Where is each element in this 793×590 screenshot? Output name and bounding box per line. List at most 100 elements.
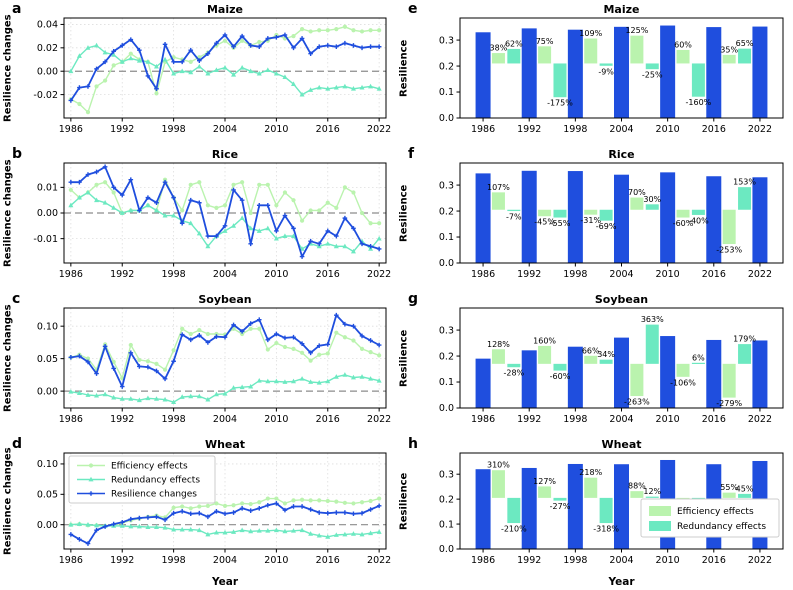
circle-marker	[197, 180, 202, 185]
x-tick-label: 1992	[517, 555, 541, 566]
circle-marker	[214, 205, 219, 210]
plus-marker	[299, 504, 305, 509]
circle-marker	[342, 24, 347, 29]
triangle-marker	[171, 526, 177, 532]
plus-marker	[248, 241, 253, 247]
panel-letter: b	[12, 146, 23, 162]
plus-marker	[222, 223, 228, 229]
triangle-marker	[119, 396, 125, 401]
triangle-marker	[273, 235, 279, 241]
triangle-marker	[136, 57, 142, 63]
circle-marker	[154, 361, 159, 366]
circle-marker	[342, 185, 347, 190]
triangle-marker	[76, 53, 82, 58]
triangle-marker	[239, 527, 245, 533]
triangle-marker	[291, 81, 297, 86]
circle-marker	[282, 344, 288, 350]
x-axis-label: Year	[211, 576, 239, 588]
triangle-marker	[325, 86, 331, 91]
x-tick-label: 2016	[702, 555, 726, 566]
x-tick-label: 2022	[367, 555, 391, 566]
triangle-marker	[368, 83, 374, 89]
effect-percent-label: 109%	[579, 29, 602, 38]
plus-marker	[368, 244, 373, 249]
circle-marker	[205, 503, 210, 508]
effect-bars: 128% -28% 160% -60% 66%34% -263% 363% -106% 6% -2…	[487, 315, 756, 408]
rice-bar-chart: 107% -7% -45%-55% -31%-69% 70%30% -60%-40% -25…	[439, 162, 784, 280]
effect-bar	[691, 209, 705, 215]
x-tick-label: 2010	[264, 414, 288, 425]
y-tick-label: 0.2	[439, 494, 454, 505]
triangle-marker	[239, 384, 245, 390]
plus-marker	[162, 42, 168, 47]
plus-marker	[274, 331, 279, 337]
triangle-marker	[222, 228, 228, 233]
effect-bar	[738, 187, 752, 210]
plus-marker	[334, 510, 339, 515]
triangle-marker	[368, 376, 374, 381]
resilience-bar-2016	[706, 27, 722, 118]
circle-marker	[282, 190, 288, 195]
plus-marker	[376, 246, 382, 252]
plus-marker	[77, 353, 82, 359]
triangle-marker	[196, 230, 202, 236]
plus-marker	[256, 44, 262, 49]
effect-percent-label: -27%	[550, 502, 571, 511]
effect-bar	[553, 63, 567, 98]
series-resilience-changes	[68, 32, 382, 103]
triangle-marker	[213, 67, 219, 72]
effect-percent-label: -175%	[547, 99, 573, 108]
effect-bar	[722, 54, 736, 64]
triangle-marker	[171, 399, 177, 405]
circle-marker	[274, 203, 279, 208]
panel-title: Wheat	[204, 438, 246, 451]
legend: Efficiency effects Redundancy effects	[640, 498, 780, 538]
x-tick-label: 2004	[609, 414, 633, 425]
panel-title: Rice	[608, 148, 635, 161]
gridlines	[64, 18, 386, 118]
resilience-bars	[475, 170, 768, 263]
plus-marker	[145, 195, 151, 200]
panel-letter: c	[12, 291, 21, 307]
x-tick-label: 2016	[316, 414, 340, 425]
wheat-bar-chart: 310%-210%127%-27%218%-318%88%12%-50%-50%…	[439, 452, 784, 566]
circle-marker	[180, 504, 185, 509]
x-tick-label: 1986	[59, 414, 83, 425]
circle-marker	[351, 501, 356, 506]
circle-marker	[291, 34, 296, 39]
circle-marker	[334, 205, 339, 210]
panel-letter: e	[408, 1, 418, 17]
triangle-marker	[68, 521, 74, 527]
series-redundancy-effects	[68, 372, 382, 405]
circle-marker	[317, 28, 322, 33]
circle-marker	[197, 504, 202, 509]
plus-marker	[274, 34, 279, 40]
effect-percent-label: 45%	[736, 484, 754, 493]
x-tick-label: 2004	[213, 414, 237, 425]
plus-marker	[85, 172, 91, 177]
plus-marker	[171, 510, 176, 516]
triangle-marker	[342, 243, 348, 249]
resilience-bar-2022	[752, 340, 768, 408]
triangle-marker	[265, 67, 271, 72]
y-tick-label: -0.02	[33, 90, 58, 101]
triangle-marker	[350, 531, 356, 536]
circle-marker	[282, 501, 288, 506]
plus-marker	[188, 197, 194, 203]
plus-marker	[111, 521, 116, 527]
panel-title: Rice	[211, 148, 239, 161]
series-efficiency-effects	[68, 177, 382, 226]
triangle-marker	[94, 392, 100, 398]
triangle-marker	[291, 378, 297, 384]
resilience-bars	[475, 336, 768, 408]
triangle-marker	[273, 378, 279, 384]
triangle-marker	[205, 70, 211, 76]
circle-marker	[291, 498, 296, 503]
y-tick-label: 0.05	[37, 490, 58, 501]
plus-marker	[137, 364, 142, 369]
plus-marker	[316, 44, 322, 49]
effect-bar	[645, 63, 659, 70]
x-tick-label: 2010	[264, 269, 288, 280]
effect-bar	[584, 477, 598, 498]
